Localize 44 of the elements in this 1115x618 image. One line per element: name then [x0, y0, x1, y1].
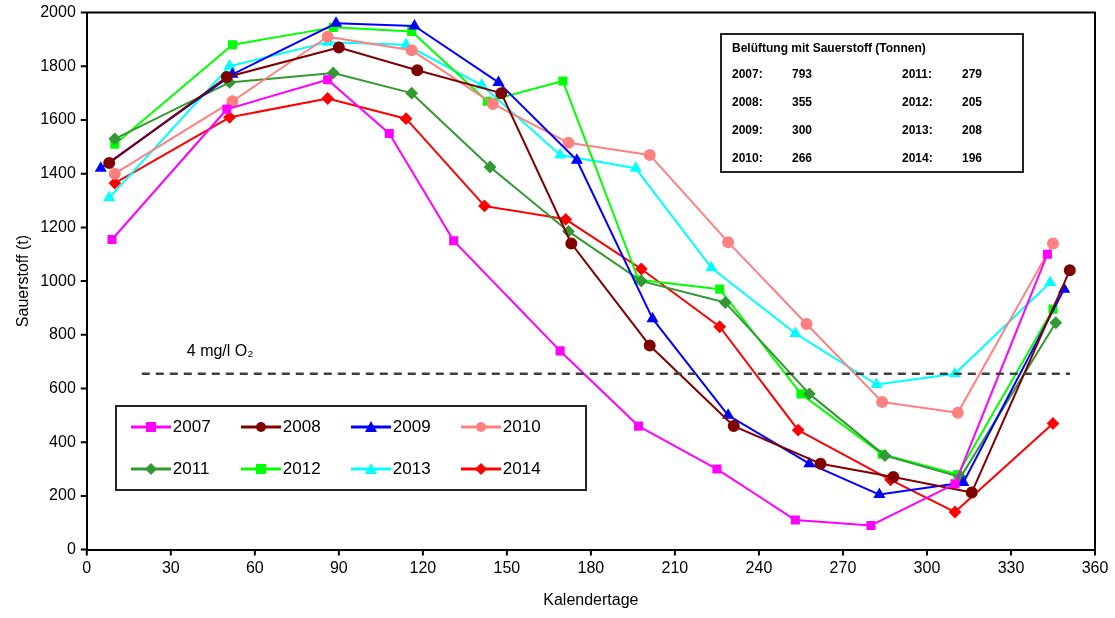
x-tick-label: 300 — [913, 558, 941, 576]
y-tick-label: 1800 — [40, 56, 76, 74]
x-tick-label: 360 — [1081, 558, 1109, 576]
x-tick-label: 120 — [409, 558, 437, 576]
x-tick-label: 150 — [493, 558, 521, 576]
text: 2011: 279 — [902, 66, 983, 81]
x-tick-label: 180 — [577, 558, 605, 576]
legend-label: 2010 — [502, 416, 541, 437]
legend-label: 2008 — [282, 416, 321, 437]
y-tick-label: 1200 — [40, 217, 76, 235]
legend-label: 2013 — [392, 458, 431, 479]
x-tick-label: 60 — [245, 558, 264, 576]
x-tick-label: 330 — [997, 558, 1025, 576]
x-tick-label: 210 — [661, 558, 689, 576]
text: 2012: 205 — [902, 94, 983, 109]
x-tick-label: 270 — [829, 558, 857, 576]
legend-label: 2007 — [172, 416, 211, 437]
text: 2010: 266 — [732, 150, 813, 165]
y-axis-title: Sauerstoff (t) — [14, 235, 32, 328]
legend-label: 2011 — [172, 458, 210, 479]
x-tick-label: 240 — [745, 558, 773, 576]
text: 2013: 208 — [902, 122, 983, 137]
text: 2009: 300 — [732, 122, 813, 137]
annotation: Belüftung mit Sauerstoff (Tonnen) — [732, 40, 927, 55]
y-tick-label: 1600 — [40, 110, 76, 128]
legend-label: 2009 — [392, 416, 431, 437]
x-tick-label: 30 — [161, 558, 180, 576]
y-tick-label: 0 — [66, 540, 76, 558]
text: 2014: 196 — [902, 150, 983, 165]
y-tick-label: 1400 — [40, 164, 76, 182]
y-tick-label: 600 — [49, 378, 76, 396]
x-tick-label: 90 — [329, 558, 348, 576]
text: 2008: 355 — [732, 94, 813, 109]
legend-label: 2012 — [282, 458, 321, 479]
legend-label: 2014 — [502, 458, 541, 479]
y-tick-label: 200 — [49, 486, 76, 504]
y-tick-label: 2000 — [40, 3, 76, 21]
y-tick-label: 400 — [49, 432, 76, 450]
x-axis-title: Kalendertage — [543, 590, 639, 608]
text: 2007: 793 — [732, 66, 813, 81]
y-tick-label: 1000 — [40, 271, 76, 289]
x-tick-label: 0 — [82, 558, 92, 576]
y-tick-label: 800 — [49, 325, 76, 343]
ref-line-label: 4 mg/l O₂ — [186, 341, 254, 359]
